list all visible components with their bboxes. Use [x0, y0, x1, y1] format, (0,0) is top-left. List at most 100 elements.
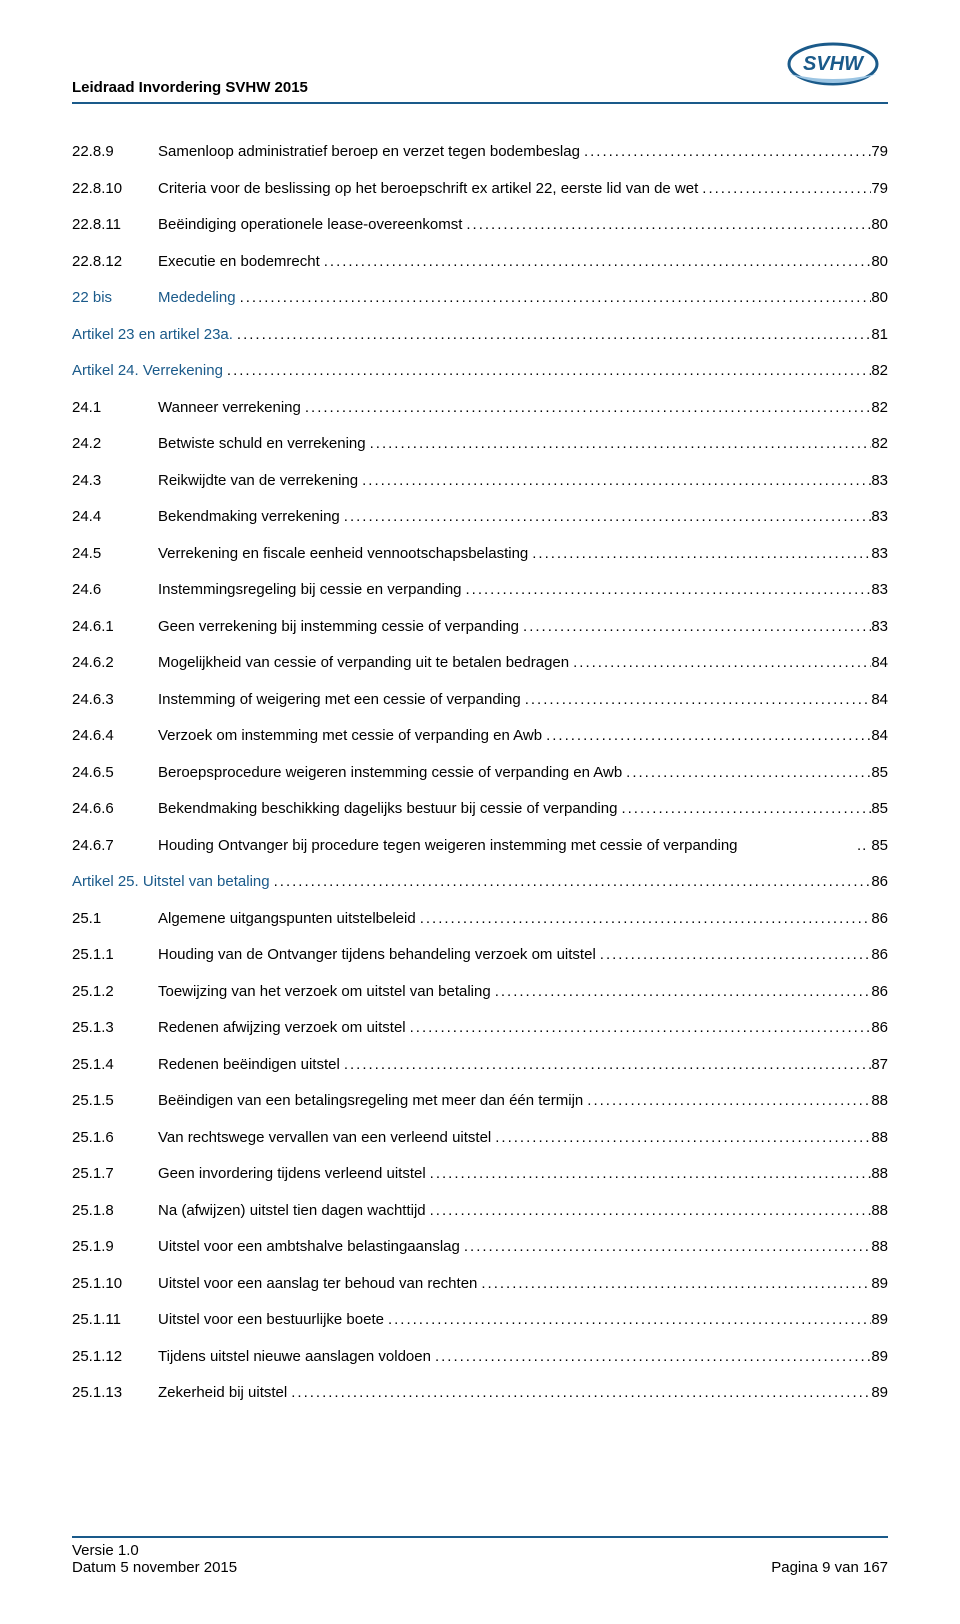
- toc-entry[interactable]: 25.1.6Van rechtswege vervallen van een v…: [72, 1128, 888, 1148]
- toc-entry[interactable]: 25.1.8Na (afwijzen) uitstel tien dagen w…: [72, 1201, 888, 1221]
- toc-entry[interactable]: Artikel 23 en artikel 23a...............…: [72, 325, 888, 345]
- svhw-logo-icon: SVHW: [778, 34, 888, 96]
- toc-entry[interactable]: Artikel 24. Verrekening.................…: [72, 361, 888, 381]
- toc-title: Executie en bodemrecht: [158, 252, 320, 272]
- toc-number: 25.1: [72, 909, 158, 929]
- toc-entry[interactable]: 24.6.5Beroepsprocedure weigeren instemmi…: [72, 763, 888, 783]
- toc-leader-dots: ........................................…: [233, 325, 871, 345]
- toc-number: 24.6: [72, 580, 158, 600]
- logo-text: SVHW: [803, 53, 865, 75]
- toc-number: 25.1.5: [72, 1091, 158, 1111]
- toc-entry[interactable]: 22.8.12Executie en bodemrecht...........…: [72, 252, 888, 272]
- toc-leader-dots: ........................................…: [491, 1128, 871, 1148]
- toc-entry[interactable]: 25.1.3Redenen afwijzing verzoek om uitst…: [72, 1018, 888, 1038]
- toc-number: 25.1.12: [72, 1347, 158, 1367]
- toc-page-number: 86: [871, 1018, 888, 1038]
- toc-page-number: 85: [871, 799, 888, 819]
- toc-page-number: 83: [871, 580, 888, 600]
- toc-entry[interactable]: 24.6.1Geen verrekening bij instemming ce…: [72, 617, 888, 637]
- toc-page-number: 89: [871, 1274, 888, 1294]
- toc-leader-dots: ........................................…: [340, 507, 872, 527]
- toc-entry[interactable]: 25.1.11Uitstel voor een bestuurlijke boe…: [72, 1310, 888, 1330]
- doc-title: Leidraad Invordering SVHW 2015: [72, 79, 308, 96]
- toc-entry[interactable]: 24.4Bekendmaking verrekening............…: [72, 507, 888, 527]
- footer-date: Datum 5 november 2015: [72, 1559, 237, 1576]
- toc-entry[interactable]: 24.6.4Verzoek om instemming met cessie o…: [72, 726, 888, 746]
- toc-title: Geen verrekening bij instemming cessie o…: [158, 617, 519, 637]
- toc-number: 25.1.1: [72, 945, 158, 965]
- toc-page-number: 89: [871, 1310, 888, 1330]
- toc-entry[interactable]: 22 bisMededeling........................…: [72, 288, 888, 308]
- toc-number: 22.8.12: [72, 252, 158, 272]
- toc-title: Instemmingsregeling bij cessie en verpan…: [158, 580, 462, 600]
- toc-entry[interactable]: 22.8.10Criteria voor de beslissing op he…: [72, 179, 888, 199]
- toc-number: 25.1.6: [72, 1128, 158, 1148]
- toc-page-number: 79: [871, 179, 888, 199]
- toc-page-number: 88: [871, 1091, 888, 1111]
- toc-page-number: 84: [871, 726, 888, 746]
- toc-title: Geen invordering tijdens verleend uitste…: [158, 1164, 426, 1184]
- toc-number: 24.2: [72, 434, 158, 454]
- toc-entry[interactable]: 24.1Wanneer verrekening.................…: [72, 398, 888, 418]
- footer-rule: [72, 1536, 888, 1538]
- toc-entry[interactable]: 24.6.2Mogelijkheid van cessie of verpand…: [72, 653, 888, 673]
- toc-leader-dots: ........................................…: [340, 1055, 872, 1075]
- toc-leader-dots: ........................................…: [287, 1383, 871, 1403]
- toc-heading: Artikel 23 en artikel 23a.: [72, 325, 233, 345]
- toc-entry[interactable]: 25.1.7Geen invordering tijdens verleend …: [72, 1164, 888, 1184]
- toc-page-number: 86: [871, 982, 888, 1002]
- toc-entry[interactable]: 22.8.9Samenloop administratief beroep en…: [72, 142, 888, 162]
- toc-entry[interactable]: 25.1.12Tijdens uitstel nieuwe aanslagen …: [72, 1347, 888, 1367]
- toc-entry[interactable]: 25.1.10Uitstel voor een aanslag ter beho…: [72, 1274, 888, 1294]
- toc-page-number: 89: [871, 1347, 888, 1367]
- toc-page-number: 86: [871, 909, 888, 929]
- toc-page-number: 82: [871, 361, 888, 381]
- toc-heading: Artikel 24. Verrekening: [72, 361, 223, 381]
- toc-page-number: 79: [871, 142, 888, 162]
- toc-entry[interactable]: 25.1.5Beëindigen van een betalingsregeli…: [72, 1091, 888, 1111]
- toc-entry[interactable]: 24.6.7Houding Ontvanger bij procedure te…: [72, 836, 888, 856]
- toc-entry[interactable]: 25.1.1Houding van de Ontvanger tijdens b…: [72, 945, 888, 965]
- toc-leader-dots: ........................................…: [580, 142, 871, 162]
- toc-number: 22.8.9: [72, 142, 158, 162]
- toc-title: Wanneer verrekening: [158, 398, 301, 418]
- toc-entry[interactable]: 25.1Algemene uitgangspunten uitstelbelei…: [72, 909, 888, 929]
- toc-page-number: 83: [871, 617, 888, 637]
- toc-entry[interactable]: 25.1.13Zekerheid bij uitstel............…: [72, 1383, 888, 1403]
- toc-entry[interactable]: 24.5Verrekening en fiscale eenheid venno…: [72, 544, 888, 564]
- toc-entry[interactable]: 25.1.2Toewijzing van het verzoek om uits…: [72, 982, 888, 1002]
- toc-entry[interactable]: 24.3Reikwijdte van de verrekening.......…: [72, 471, 888, 491]
- toc-page-number: 82: [871, 398, 888, 418]
- toc-title: Zekerheid bij uitstel: [158, 1383, 287, 1403]
- toc-title: Beroepsprocedure weigeren instemming ces…: [158, 763, 622, 783]
- toc-title: Mogelijkheid van cessie of verpanding ui…: [158, 653, 569, 673]
- toc-title: Criteria voor de beslissing op het beroe…: [158, 179, 698, 199]
- toc-entry[interactable]: 25.1.9Uitstel voor een ambtshalve belast…: [72, 1237, 888, 1257]
- toc-leader-dots: ........................................…: [236, 288, 872, 308]
- toc-entry[interactable]: 24.6.6Bekendmaking beschikking dagelijks…: [72, 799, 888, 819]
- toc-title: Redenen beëindigen uitstel: [158, 1055, 340, 1075]
- toc-leader-dots: ........................................…: [617, 799, 871, 819]
- toc-number: 24.6.5: [72, 763, 158, 783]
- toc-number: 24.6.7: [72, 836, 158, 856]
- toc-title: Mededeling: [158, 288, 236, 308]
- footer-version: Versie 1.0: [72, 1542, 139, 1559]
- toc-page-number: 89: [871, 1383, 888, 1403]
- toc-leader-dots: ........................................…: [301, 398, 871, 418]
- logo: SVHW: [778, 34, 888, 96]
- toc-entry[interactable]: Artikel 25. Uitstel van betaling........…: [72, 872, 888, 892]
- toc-leader-dots: ........................................…: [583, 1091, 871, 1111]
- toc-entry[interactable]: 25.1.4Redenen beëindigen uitstel........…: [72, 1055, 888, 1075]
- toc-entry[interactable]: 22.8.11Beëindiging operationele lease-ov…: [72, 215, 888, 235]
- toc-title: Verrekening en fiscale eenheid vennootsc…: [158, 544, 528, 564]
- toc-page-number: 88: [871, 1128, 888, 1148]
- toc-page-number: 86: [871, 945, 888, 965]
- toc-leader-dots: ........................................…: [223, 361, 871, 381]
- toc-page-number: 84: [871, 653, 888, 673]
- toc-entry[interactable]: 24.2Betwiste schuld en verrekening......…: [72, 434, 888, 454]
- toc-entry[interactable]: 24.6Instemmingsregeling bij cessie en ve…: [72, 580, 888, 600]
- toc-title: Houding Ontvanger bij procedure tegen we…: [158, 836, 738, 856]
- toc-number: 25.1.8: [72, 1201, 158, 1221]
- toc-entry[interactable]: 24.6.3Instemming of weigering met een ce…: [72, 690, 888, 710]
- header-rule: [72, 102, 888, 104]
